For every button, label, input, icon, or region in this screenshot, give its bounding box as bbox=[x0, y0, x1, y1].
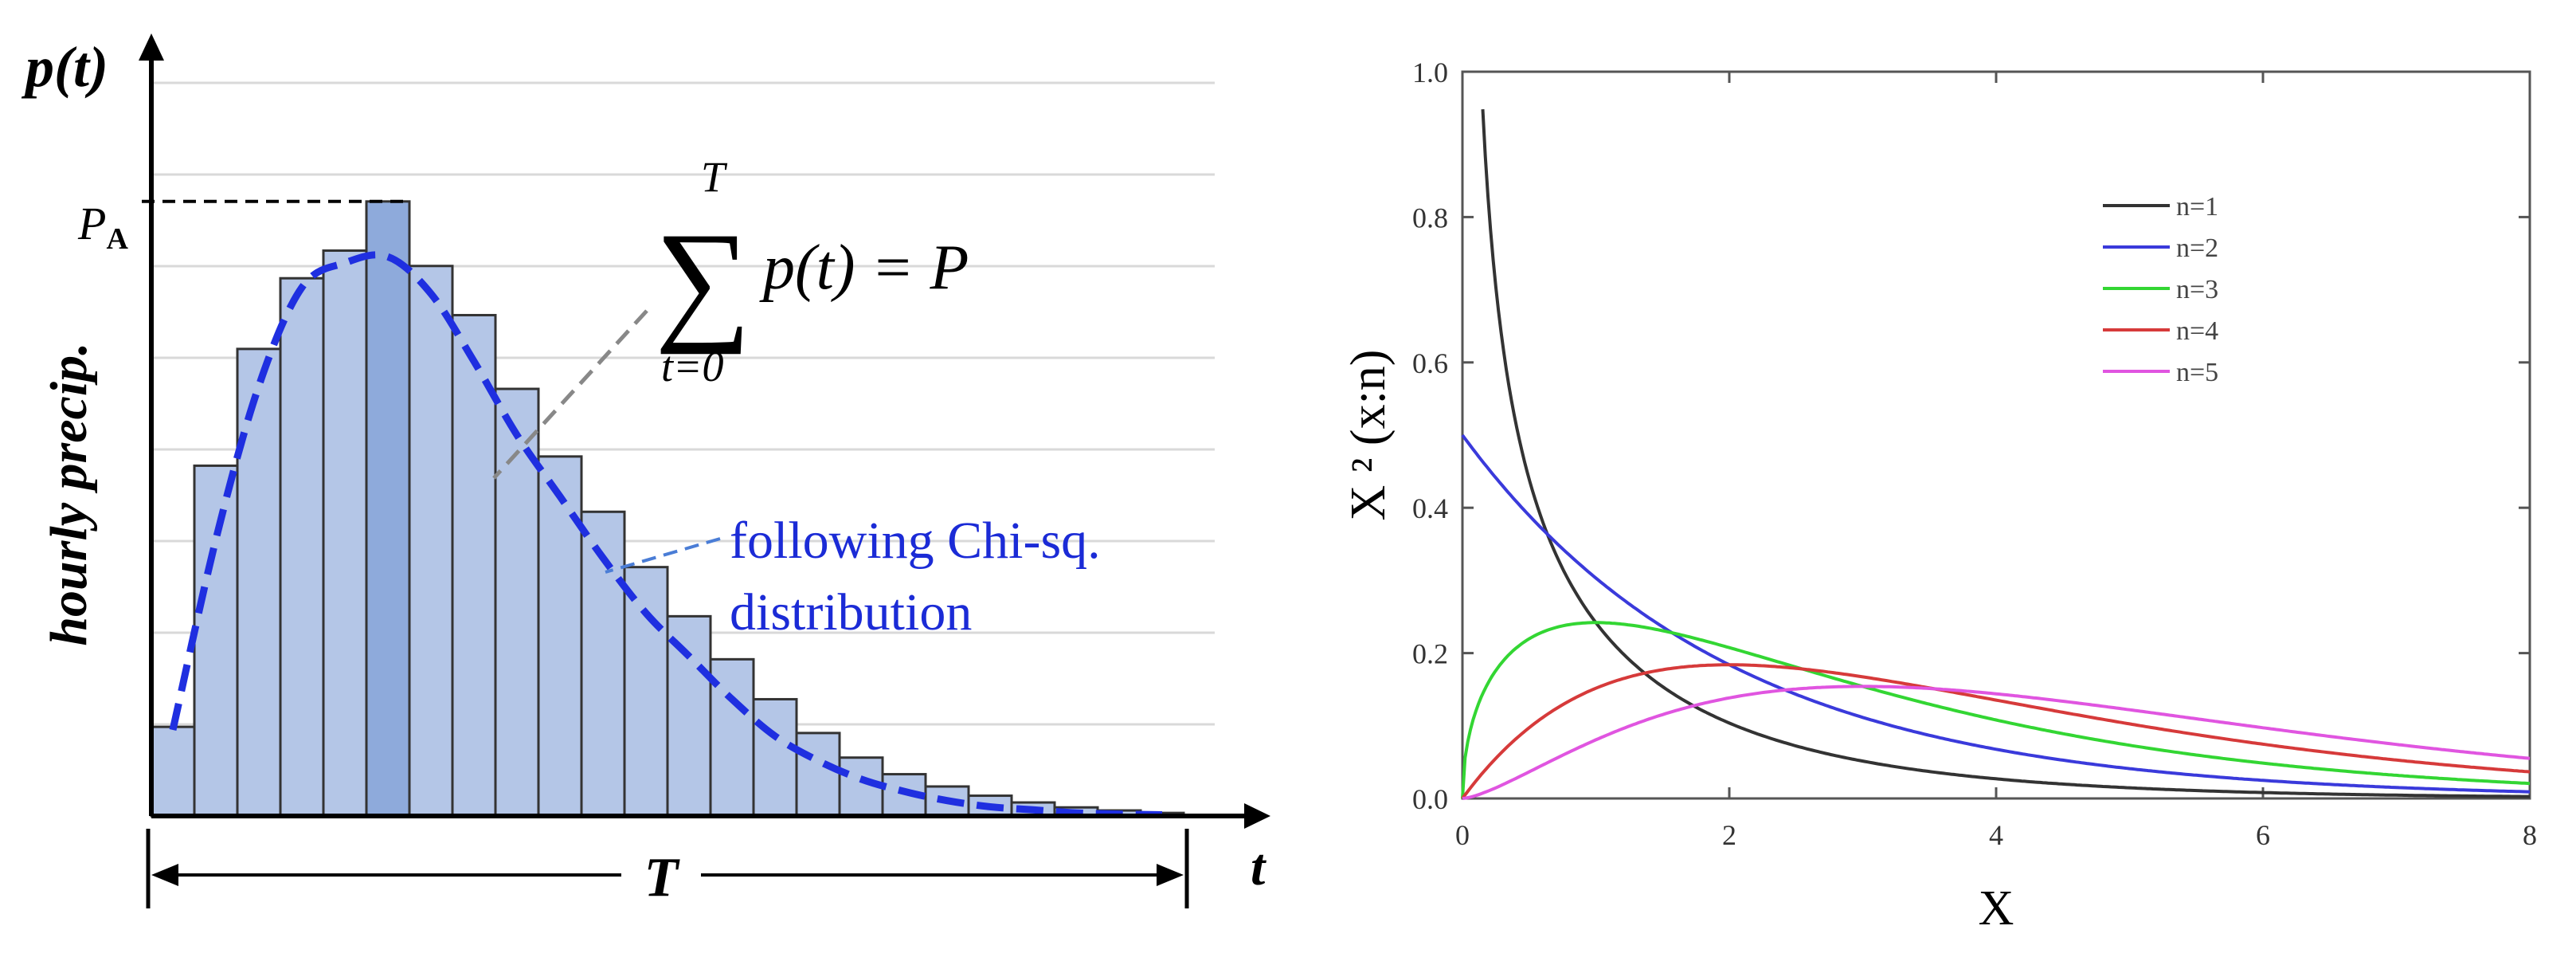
histogram-chart: p(t) hourly precip. PA T ∑ p(t) = P t=0 … bbox=[21, 33, 1270, 908]
equation-sigma: ∑ bbox=[655, 205, 751, 355]
histogram-bar bbox=[451, 313, 497, 818]
curve-annotation-line-2: distribution bbox=[730, 583, 972, 641]
legend-label: n=1 bbox=[2176, 192, 2218, 222]
histogram-bar bbox=[236, 347, 282, 818]
x-tick-label: 0 bbox=[1455, 819, 1470, 851]
chi-square-chart: 0 2 4 6 80.00.20.40.60.81.0 n=1n=2n=3n=4n=5 … bbox=[1341, 57, 2537, 936]
series-line-n=4 bbox=[1461, 663, 2531, 800]
histogram-bar bbox=[150, 725, 196, 818]
duration-arrow-left bbox=[151, 864, 178, 886]
equation-body: p(t) = P bbox=[759, 233, 969, 303]
y-axis-symbol: p(t) bbox=[21, 35, 108, 99]
y-tick-label: 0.4 bbox=[1412, 492, 1448, 524]
y-tick-label: 0.6 bbox=[1412, 347, 1448, 379]
legend-label: n=5 bbox=[2176, 358, 2218, 387]
histogram-panel: p(t) hourly precip. PA T ∑ p(t) = P t=0 … bbox=[21, 33, 1270, 908]
peak-label: PA bbox=[77, 198, 128, 256]
duration-arrow-right bbox=[1157, 864, 1184, 886]
equation-lower-limit: t=0 bbox=[661, 343, 723, 390]
histogram-bar bbox=[365, 200, 411, 818]
histogram-bar bbox=[322, 249, 368, 818]
x-tick-label: 6 bbox=[2256, 819, 2270, 851]
equation-pointer bbox=[492, 309, 648, 480]
x-tick-label: 2 bbox=[1722, 819, 1736, 851]
y-axis-arrow bbox=[139, 33, 164, 61]
legend: n=1 n=2 n=3 n=4 n=5 bbox=[2103, 192, 2218, 387]
x-tick-label: 8 bbox=[2523, 819, 2537, 851]
equation-upper-limit: T bbox=[701, 153, 728, 201]
x-axis-label: X bbox=[1979, 881, 2014, 936]
series-lines bbox=[1461, 108, 2531, 800]
legend-label: n=2 bbox=[2176, 233, 2218, 263]
curve-annotation-line-1: following Chi-sq. bbox=[730, 512, 1101, 570]
series-line-n=3 bbox=[1461, 621, 2531, 799]
x-axis-arrow bbox=[1244, 803, 1270, 829]
series-line-n=5 bbox=[1462, 685, 2531, 800]
histogram-bar bbox=[752, 697, 798, 818]
histogram-bar bbox=[408, 265, 454, 818]
y-tick-label: 0.0 bbox=[1412, 783, 1448, 815]
y-tick-label: 0.2 bbox=[1412, 638, 1448, 670]
annotation-pointer bbox=[605, 537, 721, 574]
legend-label: n=4 bbox=[2176, 316, 2218, 346]
y-tick-label: 0.8 bbox=[1412, 202, 1448, 233]
chi-square-fit-curve bbox=[169, 251, 1163, 818]
chi-square-panel: 0 2 4 6 8 0.0 0.2 0.4 0.6 0.8 1.0 n=1 n=2 n=3 n=4 n=5 … bbox=[1306, 0, 2576, 961]
duration-label: T bbox=[644, 847, 681, 908]
y-axis-label: X ² (x:n) bbox=[1341, 350, 1396, 521]
axis-ticks: 0 2 4 6 8 0.0 0.2 0.4 0.6 0.8 1.0 bbox=[1412, 57, 2537, 851]
histogram-bar bbox=[537, 455, 583, 818]
series-line-n=2 bbox=[1461, 433, 2530, 794]
series-line-n=1 bbox=[1481, 108, 2530, 798]
plot-frame bbox=[1461, 70, 2531, 800]
histogram-bar bbox=[193, 464, 239, 818]
x-axis-label: t bbox=[1251, 838, 1266, 896]
legend-label: n=3 bbox=[2176, 275, 2218, 304]
y-tick-label: 1.0 bbox=[1412, 57, 1448, 88]
y-axis-label: hourly precip. bbox=[40, 342, 98, 645]
histogram-bar bbox=[279, 277, 325, 818]
histogram-bar bbox=[623, 566, 669, 818]
histogram-bar bbox=[795, 732, 841, 818]
x-tick-label: 4 bbox=[1989, 819, 2003, 851]
